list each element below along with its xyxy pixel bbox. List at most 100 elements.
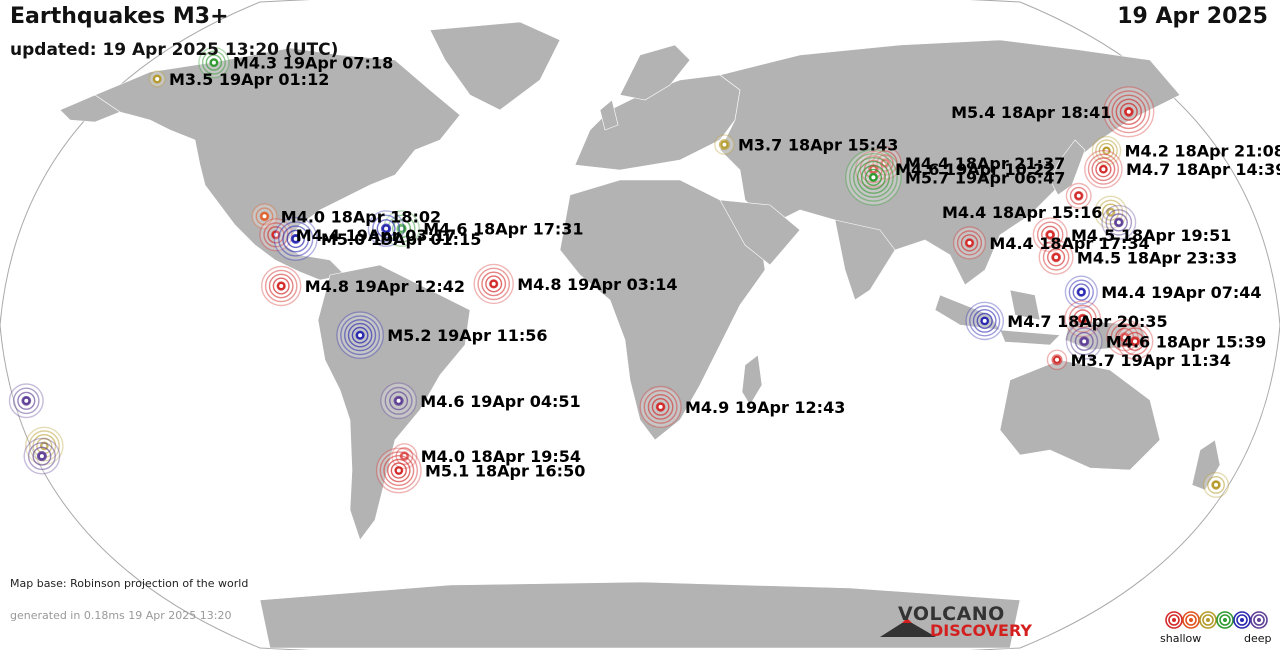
- land-shape-2: [429, 21, 561, 111]
- earthquake-marker[interactable]: [845, 149, 902, 206]
- quake-ring: [255, 207, 274, 226]
- earthquake-marker[interactable]: [375, 447, 422, 494]
- earthquake-marker[interactable]: [273, 216, 318, 261]
- earthquake-marker[interactable]: [1202, 471, 1229, 498]
- quake-label: M5.2 19Apr 11:56: [387, 326, 547, 345]
- earthquake-marker[interactable]: [251, 203, 278, 230]
- earthquake-marker[interactable]: [1101, 204, 1137, 240]
- quake-ring: [379, 451, 418, 490]
- quake-ring: [1129, 336, 1141, 347]
- quake-epicenter: [1052, 253, 1061, 262]
- quake-label: M4.6 19Apr 10:22: [895, 160, 1055, 179]
- legend-core: [1223, 618, 1227, 622]
- quake-epicenter: [153, 75, 162, 83]
- quake-label: M4.7 18Apr 20:35: [1007, 312, 1167, 331]
- land-shape-13: [999, 329, 1061, 346]
- volcano-discovery-logo[interactable]: VOLCANO DISCOVERY: [880, 603, 1040, 643]
- quake-ring: [969, 305, 1001, 337]
- quake-ring: [1070, 327, 1099, 356]
- quake-ring: [1041, 225, 1060, 244]
- quake-epicenter: [1078, 314, 1087, 323]
- updated-timestamp: updated: 19 Apr 2025 13:20 (UTC): [10, 40, 339, 60]
- quake-ring: [849, 152, 898, 202]
- earthquake-marker[interactable]: [1091, 135, 1122, 166]
- quake-label: M3.7 19Apr 11:34: [1071, 351, 1231, 370]
- quake-label: M4.4 18Apr 21:37: [905, 154, 1065, 173]
- earthquake-marker[interactable]: [1065, 182, 1092, 209]
- land-shape-19: [599, 99, 619, 131]
- earthquake-marker[interactable]: [714, 134, 735, 155]
- quake-label: M4.5 18Apr 23:33: [1077, 248, 1237, 267]
- earthquake-marker[interactable]: [965, 301, 1005, 341]
- quake-epicenter: [1080, 337, 1089, 346]
- quake-ring: [27, 442, 56, 471]
- earthquake-marker[interactable]: [952, 226, 987, 260]
- quake-ring: [864, 168, 883, 187]
- legend-ring: [1233, 611, 1251, 629]
- land-shape-8: [719, 39, 1181, 286]
- earthquake-marker[interactable]: [198, 46, 230, 79]
- quake-epicenter: [489, 279, 498, 288]
- quake-label: M4.4 19Apr 03:17: [296, 226, 456, 245]
- legend-core: [1189, 618, 1193, 622]
- quake-ring: [1042, 243, 1070, 271]
- earthquake-marker[interactable]: [336, 311, 384, 360]
- quake-ring: [1077, 313, 1088, 324]
- legend-ring: [1253, 614, 1265, 626]
- legend-core: [1257, 618, 1261, 622]
- quake-ring: [1123, 106, 1134, 117]
- legend-core: [1240, 618, 1244, 622]
- quake-ring: [340, 315, 381, 356]
- quake-ring: [1072, 283, 1091, 301]
- quake-ring: [1087, 153, 1119, 185]
- earthquake-marker[interactable]: [23, 437, 61, 475]
- earthquake-marker[interactable]: [261, 265, 302, 307]
- quake-ring: [1095, 139, 1118, 162]
- earthquake-marker[interactable]: [1032, 217, 1068, 253]
- earthquake-marker[interactable]: [1064, 275, 1098, 309]
- land-shape-9: [719, 199, 801, 266]
- legend-ring: [1236, 614, 1248, 626]
- legend-ring: [1216, 611, 1234, 629]
- earthquake-marker[interactable]: [1084, 149, 1123, 189]
- earthquake-marker[interactable]: [1103, 86, 1155, 138]
- quake-ring: [1111, 94, 1147, 130]
- land-shape-6: [559, 179, 766, 441]
- earthquake-marker[interactable]: [1116, 322, 1154, 360]
- earthquake-marker[interactable]: [1046, 349, 1068, 371]
- quake-epicenter: [382, 224, 391, 233]
- quake-label: M5.4 18Apr 18:41: [951, 103, 1111, 122]
- earthquake-marker[interactable]: [1038, 239, 1074, 275]
- land-shape-16: [999, 359, 1161, 471]
- land-shape-7: [741, 354, 763, 406]
- quake-epicenter: [1102, 146, 1111, 155]
- quake-ring: [1113, 217, 1124, 228]
- quake-ring: [12, 387, 40, 415]
- legend-shallow-label: shallow: [1160, 632, 1202, 645]
- earthquake-marker[interactable]: [380, 382, 417, 420]
- earthquake-marker[interactable]: [473, 263, 514, 305]
- quake-epicenter: [1074, 191, 1083, 200]
- quake-epicenter: [356, 331, 365, 340]
- quake-epicenter: [1053, 355, 1061, 364]
- quake-label: M4.9 19Apr 12:43: [685, 398, 845, 417]
- earthquake-marker[interactable]: [1065, 322, 1103, 360]
- legend-ring: [1168, 614, 1180, 626]
- quake-ring: [1109, 213, 1128, 232]
- legend-core: [1172, 618, 1176, 622]
- quake-epicenter: [291, 234, 300, 243]
- legend-ring: [1202, 614, 1214, 626]
- quake-ring: [282, 225, 310, 253]
- quake-label: M4.5 18Apr 19:51: [1071, 226, 1231, 245]
- earthquake-marker[interactable]: [367, 210, 405, 248]
- quake-ring: [1115, 98, 1143, 126]
- earthquake-marker[interactable]: [8, 383, 44, 419]
- earthquake-marker[interactable]: [148, 70, 166, 88]
- quake-epicenter: [37, 452, 46, 461]
- earthquake-marker[interactable]: [639, 385, 682, 428]
- land-masses: [59, 21, 1221, 649]
- quake-epicenter: [1099, 165, 1108, 174]
- quake-label: M5.0 19Apr 01:15: [321, 230, 481, 249]
